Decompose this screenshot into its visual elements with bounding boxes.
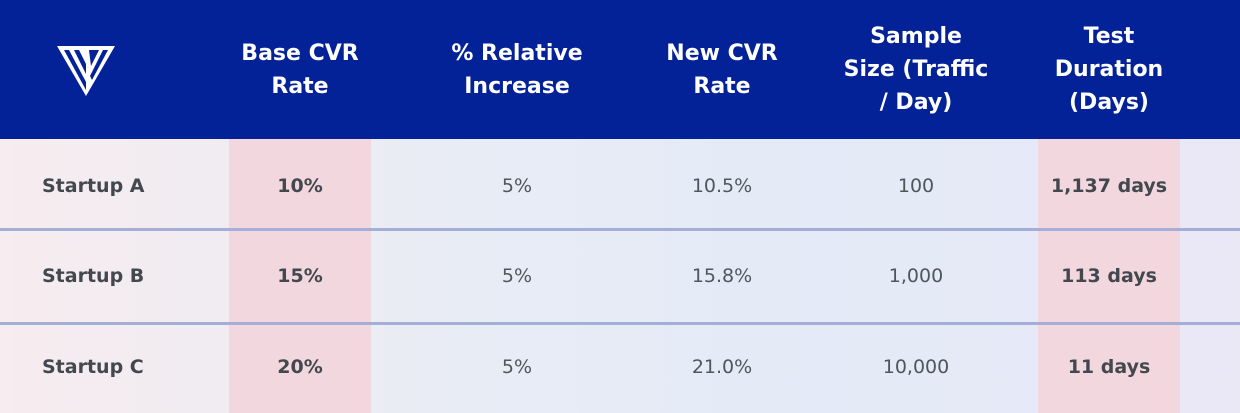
base-cvr-value: 15% [277,264,323,287]
sample-size-value: 10,000 [882,355,950,378]
table-row: Startup B 15% 5% 15.8% 1,000 113 days [0,231,1240,320]
row-label: Startup A [42,174,145,197]
table-row: Startup C 20% 5% 21.0% 10,000 11 days [0,322,1240,411]
sample-size-value: 1,000 [888,264,944,287]
test-duration-column-highlight [1038,139,1180,413]
table-header: Base CVR Rate % Relative Increase New CV… [0,0,1240,139]
row-label: Startup B [42,264,145,287]
sample-size-value: 100 [897,174,935,197]
row-divider [0,228,1240,231]
header-sample-size: Sample Size (Traffic / Day) [843,24,989,115]
new-cvr-value: 10.5% [691,174,753,197]
test-duration-value: 113 days [1061,264,1157,287]
header-relative-increase: % Relative Increase [451,40,583,99]
base-cvr-column-highlight [229,139,371,413]
brand-logo-icon [57,46,115,96]
table-row: Startup A 10% 5% 10.5% 100 1,137 days [0,141,1240,230]
header-base-cvr-rate: Base CVR Rate [241,40,359,99]
relative-increase-value: 5% [501,174,533,197]
relative-increase-value: 5% [501,355,533,378]
base-cvr-value: 10% [277,174,323,197]
new-cvr-value: 21.0% [691,355,753,378]
row-label: Startup C [42,355,144,378]
row-divider [0,322,1240,325]
header-new-cvr-rate: New CVR Rate [666,40,778,99]
header-test-duration: Test Duration (Days) [1054,24,1164,115]
base-cvr-value: 20% [277,355,323,378]
relative-increase-value: 5% [501,264,533,287]
test-duration-value: 11 days [1067,355,1151,378]
test-duration-value: 1,137 days [1050,174,1168,197]
new-cvr-value: 15.8% [691,264,753,287]
